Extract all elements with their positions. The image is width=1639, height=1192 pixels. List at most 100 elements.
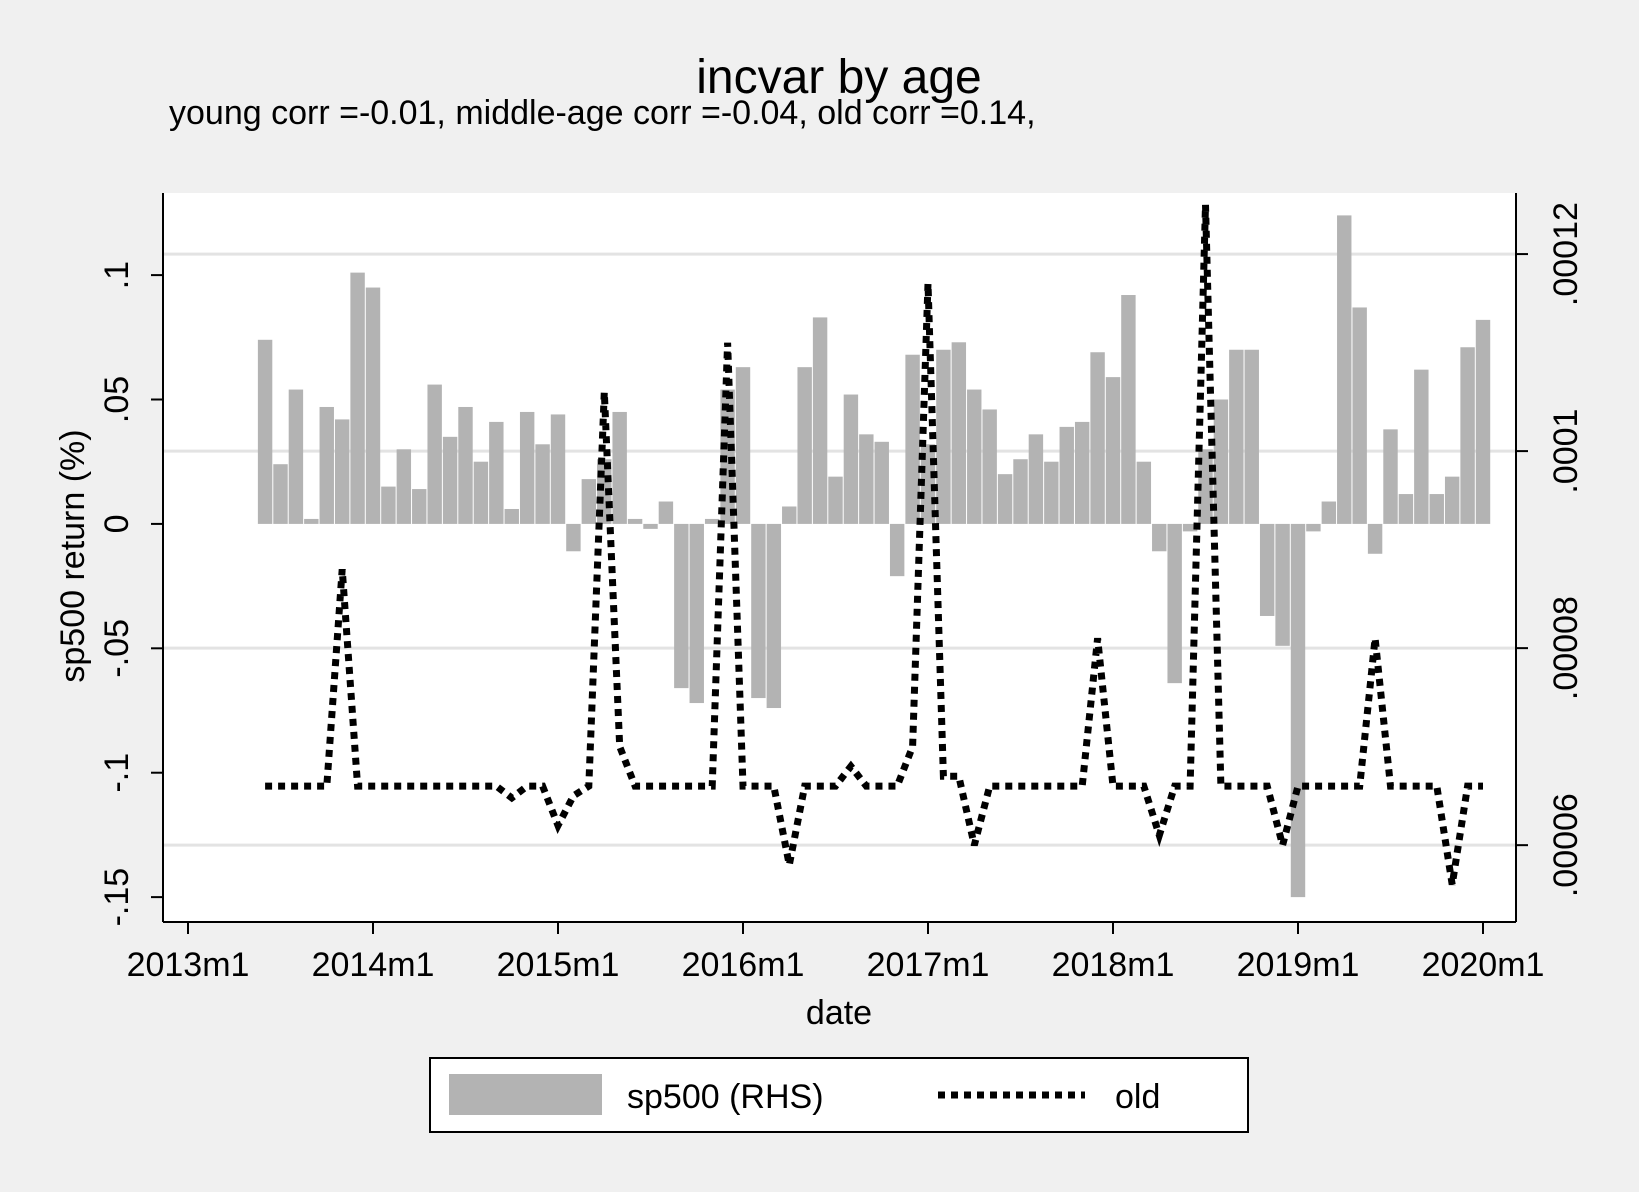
- old-line: [265, 204, 1483, 886]
- bar: [674, 523, 689, 689]
- bar: [889, 523, 905, 577]
- bar: [1337, 215, 1352, 524]
- bar: [412, 489, 427, 524]
- y-left-tick-label: .1: [98, 261, 136, 289]
- bar: [936, 349, 951, 524]
- bar: [1290, 523, 1306, 898]
- axis-ticks: 2013m1 2014m1 2015m1 2016m1 2017m1 2018m1 2019…: [98, 202, 1585, 984]
- x-tick-label: 2016m1: [682, 946, 805, 984]
- bar: [566, 523, 581, 552]
- bar: [735, 367, 751, 524]
- bar: [1259, 523, 1275, 616]
- bar: [535, 444, 550, 524]
- bar: [473, 461, 489, 524]
- y-right-tick-label: .00008: [1547, 596, 1585, 700]
- chart-title: incvar by age: [696, 51, 982, 104]
- y-right-tick-label: .0001: [1547, 409, 1585, 494]
- y-left-tick-label: 0: [98, 514, 136, 533]
- legend-swatch-bars: [449, 1074, 602, 1115]
- bar: [365, 287, 381, 524]
- gridlines: [163, 252, 1516, 847]
- x-axis-label: date: [806, 994, 872, 1032]
- bar: [519, 411, 535, 524]
- bar: [304, 518, 319, 524]
- bar: [1167, 523, 1182, 684]
- bar: [257, 339, 273, 524]
- y-left-tick-label: -.15: [98, 868, 136, 927]
- bar: [581, 479, 597, 524]
- x-tick-label: 2013m1: [127, 946, 250, 984]
- bar: [1013, 459, 1028, 524]
- bar: [396, 449, 412, 524]
- bar: [1429, 494, 1444, 524]
- bar: [843, 394, 859, 524]
- bar: [334, 419, 350, 524]
- bar: [1352, 307, 1367, 524]
- bar: [1182, 523, 1198, 532]
- bar: [1383, 429, 1398, 524]
- bar: [766, 523, 782, 709]
- bar: [1414, 369, 1429, 524]
- x-tick-label: 2017m1: [867, 946, 990, 984]
- x-tick-label: 2018m1: [1052, 946, 1175, 984]
- bar: [1460, 347, 1475, 524]
- bar: [751, 523, 766, 699]
- bar: [1152, 523, 1167, 552]
- legend-label-bars: sp500 (RHS): [627, 1078, 824, 1116]
- bar: [1321, 501, 1337, 524]
- bar: [1244, 349, 1259, 524]
- bar: [1367, 523, 1383, 554]
- bar: [689, 523, 704, 704]
- bar: [1398, 494, 1414, 524]
- bar: [1028, 434, 1044, 524]
- bar: [1213, 399, 1229, 524]
- y-left-tick-label: -.1: [98, 753, 136, 793]
- bar: [1090, 352, 1105, 524]
- bar: [504, 508, 519, 524]
- bar: [550, 414, 566, 524]
- bar: [1044, 461, 1059, 524]
- bar: [643, 523, 658, 529]
- bar: [1229, 349, 1244, 524]
- legend-label-line: old: [1115, 1078, 1160, 1116]
- bar: [1306, 523, 1321, 532]
- bar: [704, 518, 720, 524]
- bar: [859, 434, 874, 524]
- bar: [319, 406, 334, 524]
- x-tick-label: 2020m1: [1422, 946, 1545, 984]
- bar: [273, 464, 288, 524]
- bar: [458, 406, 473, 524]
- bar: [1074, 421, 1090, 524]
- bar: [874, 441, 889, 524]
- bar: [381, 486, 396, 524]
- bar: [812, 317, 828, 524]
- bar: [951, 342, 967, 524]
- bar: [288, 389, 304, 524]
- bar: [997, 474, 1013, 524]
- bar: [782, 506, 797, 524]
- legend: sp500 (RHS) old: [429, 1057, 1249, 1133]
- bar: [1136, 461, 1152, 524]
- plot-area: [163, 193, 1516, 922]
- bar: [350, 272, 365, 524]
- x-tick-label: 2015m1: [497, 946, 620, 984]
- x-tick-label: 2019m1: [1237, 946, 1360, 984]
- bar: [982, 409, 997, 524]
- bar: [1444, 476, 1460, 524]
- y-left-tick-label: -.05: [98, 619, 136, 678]
- bar: [967, 389, 982, 524]
- chart-subtitle: young corr =-0.01, middle-age corr =-0.0…: [169, 94, 1036, 132]
- bar: [1105, 377, 1121, 524]
- bar: [489, 421, 504, 524]
- bar: [612, 411, 627, 524]
- y-left-tick-label: .05: [98, 376, 136, 423]
- y-axis-label: sp500 return (%): [54, 429, 92, 682]
- bar: [627, 518, 643, 524]
- bar: [427, 384, 442, 524]
- y-right-tick-label: .00012: [1547, 202, 1585, 306]
- bar: [1275, 523, 1290, 646]
- x-tick-label: 2014m1: [312, 946, 435, 984]
- y-right-tick-label: .00006: [1547, 793, 1585, 897]
- bar: [1121, 295, 1136, 524]
